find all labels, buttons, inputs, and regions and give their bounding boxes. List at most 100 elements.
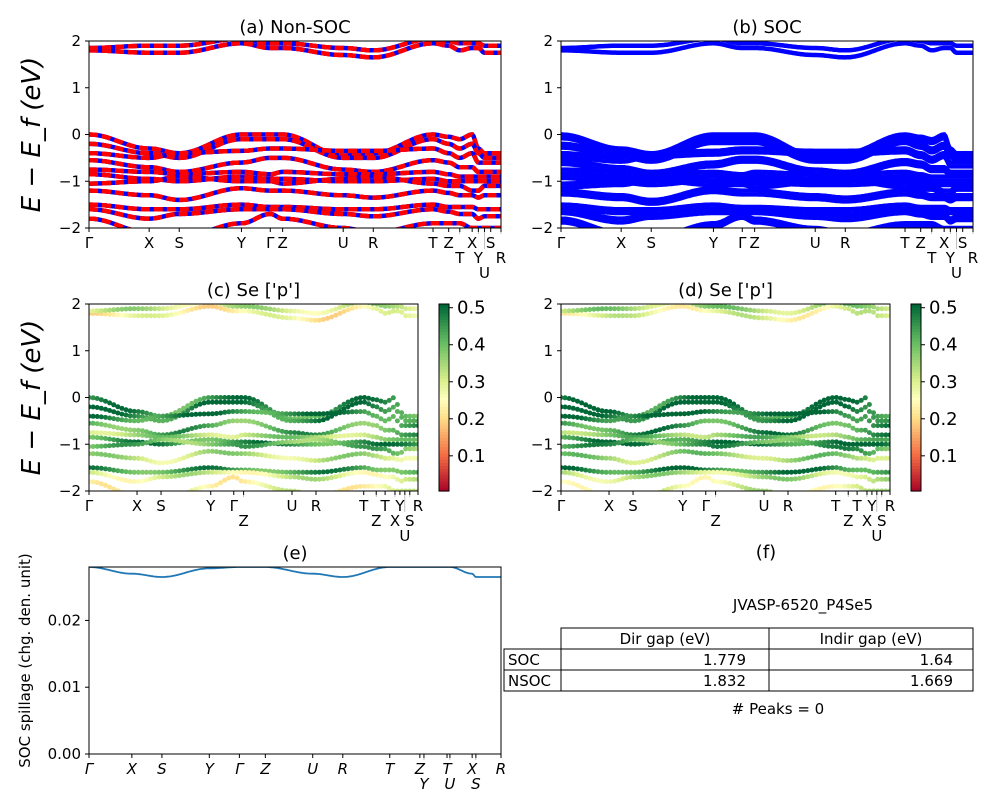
band-point xyxy=(403,469,409,475)
band-point xyxy=(366,433,372,439)
band-point xyxy=(119,411,125,417)
band-point xyxy=(727,409,733,415)
band-point xyxy=(242,469,248,475)
band-point xyxy=(234,451,240,457)
band-point xyxy=(415,413,418,419)
band-point xyxy=(127,432,133,438)
band-point xyxy=(649,304,654,310)
band-point xyxy=(797,430,802,436)
band-point xyxy=(813,487,819,491)
band-point xyxy=(599,469,605,475)
band-point xyxy=(846,446,852,452)
band-point xyxy=(222,409,228,415)
band-point xyxy=(644,468,650,474)
band-point xyxy=(587,468,593,474)
band-point xyxy=(681,399,687,405)
band-point xyxy=(214,441,219,447)
band-point xyxy=(337,488,343,491)
band-point xyxy=(821,402,827,408)
band-point xyxy=(673,395,679,401)
band-point xyxy=(866,456,872,462)
band-point xyxy=(751,416,757,422)
band-point xyxy=(694,434,700,439)
band-point xyxy=(583,312,589,318)
band-point xyxy=(616,469,622,475)
band-point xyxy=(834,444,839,450)
band-point xyxy=(665,470,671,476)
band-point xyxy=(718,395,724,401)
band-point xyxy=(850,483,856,489)
band-point xyxy=(135,409,141,415)
band-point xyxy=(201,395,207,401)
x-tick-label: Z xyxy=(916,234,926,252)
band-point xyxy=(797,438,802,443)
band-point xyxy=(415,306,418,312)
band-point xyxy=(131,427,137,433)
band-point xyxy=(743,473,749,479)
band-point xyxy=(271,454,277,460)
band-point xyxy=(690,469,696,475)
band-point xyxy=(382,427,388,433)
band-point xyxy=(681,304,687,309)
band-point xyxy=(587,475,593,481)
band-point xyxy=(686,432,691,438)
band-point xyxy=(366,304,372,310)
band-point xyxy=(871,414,876,420)
band-point xyxy=(694,306,700,312)
band-line-down xyxy=(89,186,501,203)
band-point xyxy=(329,438,335,444)
x-tick-label: Y xyxy=(236,234,247,252)
band-point xyxy=(333,468,339,474)
band-point xyxy=(846,441,852,447)
colorbar-segment xyxy=(439,388,449,392)
band-point xyxy=(275,454,281,460)
band-point xyxy=(694,399,700,405)
band-point xyxy=(686,304,691,310)
band-point xyxy=(842,304,848,307)
band-point xyxy=(353,396,359,402)
band-point xyxy=(583,467,589,473)
band-point xyxy=(561,444,564,450)
band-point xyxy=(710,443,716,449)
band-point xyxy=(374,397,380,403)
band-point xyxy=(579,400,585,406)
colorbar-segment xyxy=(911,409,921,414)
band-point xyxy=(234,442,240,448)
band-point xyxy=(411,423,417,429)
band-point xyxy=(821,465,827,471)
band-point xyxy=(768,474,774,480)
band-point xyxy=(411,437,417,443)
band-point xyxy=(727,432,733,438)
band-point xyxy=(587,416,593,422)
band-point xyxy=(846,404,852,410)
band-point xyxy=(115,312,121,318)
band-point xyxy=(341,304,347,309)
band-point xyxy=(661,452,667,458)
band-point xyxy=(119,431,125,437)
band-point xyxy=(834,420,839,426)
band-point xyxy=(587,404,593,410)
band-point xyxy=(259,422,265,427)
y-tick-label: 2 xyxy=(71,32,81,50)
band-point xyxy=(755,469,761,475)
band-point xyxy=(304,418,310,424)
band-point xyxy=(123,432,129,438)
band-point xyxy=(341,309,347,314)
colorbar-segment xyxy=(439,462,449,467)
colorbar-tick-label: 0.4 xyxy=(929,335,958,356)
band-point xyxy=(98,308,104,314)
band-point xyxy=(718,432,724,438)
band-point xyxy=(760,469,765,475)
band-point xyxy=(308,310,314,316)
band-point xyxy=(144,306,150,312)
band-point xyxy=(168,312,174,318)
band-point xyxy=(628,437,634,443)
band-point xyxy=(579,311,585,317)
band-point xyxy=(677,437,683,443)
band-point xyxy=(90,444,96,449)
band-point xyxy=(595,432,601,438)
colorbar-segment xyxy=(439,472,449,477)
colorbar-segment xyxy=(911,397,921,402)
band-point xyxy=(357,465,363,471)
band-point xyxy=(189,400,195,406)
